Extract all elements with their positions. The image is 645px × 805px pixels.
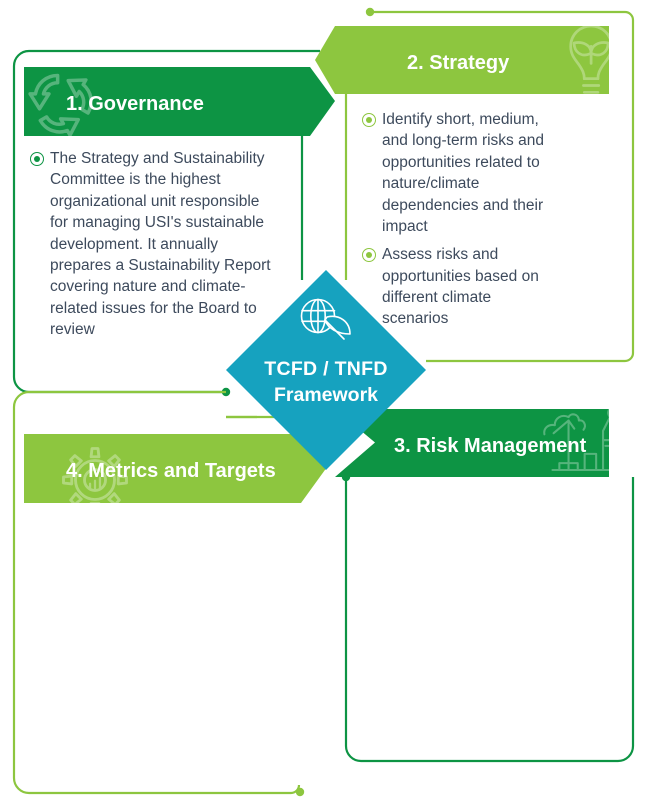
svg-text:3. Risk Management: 3. Risk Management	[394, 435, 587, 457]
svg-text:Framework: Framework	[274, 384, 378, 406]
svg-text:TCFD / TNFD: TCFD / TNFD	[264, 358, 388, 380]
svg-text:2. Strategy: 2. Strategy	[407, 52, 510, 74]
